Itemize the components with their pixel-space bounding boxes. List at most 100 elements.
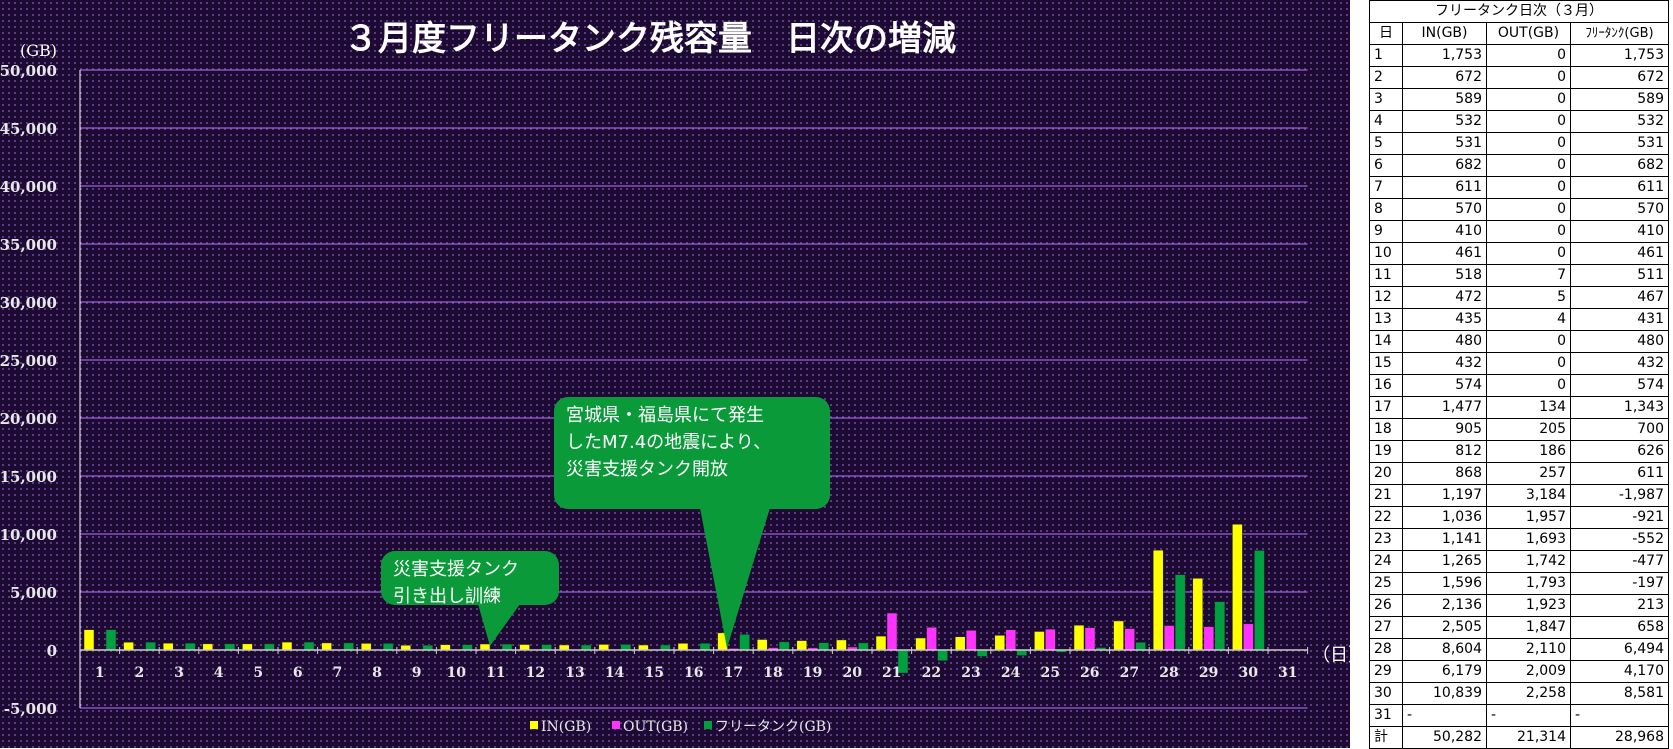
cell-in: 50,282 [1402, 726, 1487, 749]
bar-free [699, 643, 711, 651]
cell-out: 0 [1486, 132, 1571, 155]
cell-day: 10 [1369, 242, 1403, 265]
cell-out: 7 [1486, 264, 1571, 287]
cell-day: 計 [1369, 726, 1403, 749]
y-tick-label: 40,000 [0, 178, 57, 196]
y-tick-label: 5,000 [10, 584, 57, 602]
bar-in [440, 644, 451, 651]
bar-in [598, 644, 610, 651]
x-tick-label: 23 [961, 665, 980, 681]
cell-free: 570 [1570, 198, 1669, 221]
cell-free: -1,987 [1570, 484, 1669, 507]
cell-free: -477 [1570, 550, 1669, 573]
cell-free: 28,968 [1570, 726, 1669, 749]
cell-out: 0 [1486, 88, 1571, 111]
cell-free: - [1570, 704, 1669, 727]
cell-day: 2 [1369, 66, 1403, 89]
table-row: 14 480 0 480 [1369, 330, 1669, 353]
x-tick-label: 2 [135, 665, 145, 681]
legend-label: IN(GB) [541, 719, 591, 735]
cell-out: 0 [1486, 44, 1571, 67]
cell-day: 11 [1369, 264, 1403, 287]
x-tick-label: 24 [1001, 665, 1021, 681]
cell-out: 1,793 [1486, 572, 1571, 595]
table-row: 3 589 0 589 [1369, 88, 1669, 111]
table-row: 27 2,505 1,847 658 [1369, 616, 1669, 639]
cell-in: 1,141 [1402, 528, 1487, 551]
x-tick-label: 7 [333, 665, 343, 681]
cell-in: 905 [1402, 418, 1487, 441]
cell-in: 1,596 [1402, 572, 1487, 595]
bar-out [886, 612, 898, 651]
cell-free: 480 [1570, 330, 1669, 353]
cell-in: 868 [1402, 462, 1487, 485]
cell-in: 611 [1402, 176, 1487, 199]
bar-in [479, 643, 491, 651]
table-row: 12 472 5 467 [1369, 286, 1669, 309]
x-tick-label: 13 [565, 665, 584, 681]
cell-in: 531 [1402, 132, 1487, 155]
bar-free [105, 629, 117, 651]
legend-swatch [704, 721, 712, 729]
cell-free: 574 [1570, 374, 1669, 397]
cell-free: 700 [1570, 418, 1669, 441]
callout-pointer [700, 508, 770, 648]
legend-swatch [612, 721, 620, 729]
bar-in [677, 643, 689, 651]
cell-out: 1,847 [1486, 616, 1571, 639]
x-tick-label: 5 [253, 665, 263, 681]
y-tick-label: 10,000 [0, 526, 57, 544]
bar-out [1005, 629, 1017, 651]
cell-in: 2,136 [1402, 594, 1487, 617]
cell-in: 472 [1402, 286, 1487, 309]
cell-out: 0 [1486, 198, 1571, 221]
bar-in [1232, 524, 1243, 651]
callout-box [554, 397, 830, 509]
x-tick-label: 9 [412, 665, 422, 681]
cell-day: 13 [1369, 308, 1403, 331]
x-tick-label: 27 [1120, 665, 1139, 681]
cell-free: 6,494 [1570, 638, 1669, 661]
bar-free [145, 641, 156, 651]
bar-out [926, 627, 937, 651]
cell-day: 3 [1369, 88, 1403, 111]
x-tick-label: 11 [486, 665, 505, 681]
cell-in: 532 [1402, 110, 1487, 133]
bar-in [1034, 631, 1045, 651]
cell-day: 7 [1369, 176, 1403, 199]
bar-in [123, 641, 134, 651]
table-title-row: フリータンク日次（３月） [1369, 0, 1669, 23]
bar-free [858, 642, 869, 651]
chart-area: ３月度フリータンク残容量 日次の増減 (GB) （日） -5,000 0 5,000… [0, 0, 1350, 748]
cell-free: -197 [1570, 572, 1669, 595]
cell-day: 17 [1369, 396, 1403, 419]
table-row: 31- - - [1369, 704, 1669, 727]
legend-label: OUT(GB) [623, 719, 688, 735]
cell-out: 257 [1486, 462, 1571, 485]
cell-free: 611 [1570, 176, 1669, 199]
table-row: 4 532 0 532 [1369, 110, 1669, 133]
cell-free: 658 [1570, 616, 1669, 639]
bar-free [343, 642, 354, 651]
bar-in [558, 644, 570, 651]
cell-free: 531 [1570, 132, 1669, 155]
bar-free [937, 649, 948, 661]
cell-out: 2,110 [1486, 638, 1571, 661]
cell-in: 1,036 [1402, 506, 1487, 529]
table-row: 9 410 0 410 [1369, 220, 1669, 243]
bar-free [184, 642, 196, 651]
x-tick-label: 4 [214, 665, 224, 681]
cell-out: 205 [1486, 418, 1571, 441]
callout-text: したM7.4の地震により、 [566, 432, 771, 453]
cell-in: 461 [1402, 242, 1487, 265]
bar-free [501, 643, 513, 651]
cell-day: 18 [1369, 418, 1403, 441]
bar-free [1214, 601, 1226, 651]
cell-out: 1,923 [1486, 594, 1571, 617]
chart-title: ３月度フリータンク残容量 日次の増減 [344, 19, 956, 59]
cell-in: 1,197 [1402, 484, 1487, 507]
cell-day: 26 [1369, 594, 1403, 617]
y-tick-label: 0 [47, 642, 57, 660]
cell-out: 134 [1486, 396, 1571, 419]
table-header-row: 日 IN(GB) OUT(GB) ﾌﾘｰﾀﾝｸ(GB) [1369, 22, 1669, 45]
